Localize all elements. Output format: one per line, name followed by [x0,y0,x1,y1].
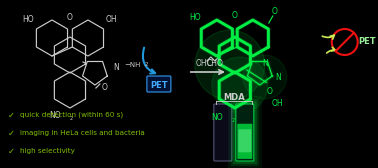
Text: ✓: ✓ [8,111,15,119]
Text: O: O [272,8,278,16]
Text: 2: 2 [70,116,73,120]
Text: PET: PET [358,37,375,47]
FancyBboxPatch shape [228,96,262,168]
Text: ✓: ✓ [8,129,15,137]
FancyBboxPatch shape [231,99,259,166]
Text: NO: NO [211,114,223,122]
FancyArrowPatch shape [327,47,335,53]
Text: O: O [232,10,238,19]
Text: OHC: OHC [196,58,213,68]
Text: 2: 2 [145,62,149,67]
Text: O: O [102,83,108,93]
Text: MDA: MDA [223,93,245,101]
FancyBboxPatch shape [147,76,171,92]
Text: CHO: CHO [207,58,224,68]
Text: ✓: ✓ [8,146,15,156]
Text: OH: OH [272,99,284,109]
Text: HO: HO [22,15,34,25]
Text: NO: NO [49,111,61,119]
Text: N: N [262,59,268,69]
Text: O: O [267,88,273,96]
FancyBboxPatch shape [214,104,232,161]
FancyArrowPatch shape [322,35,334,39]
Text: PET: PET [150,80,168,90]
Text: quick detection (within 60 s): quick detection (within 60 s) [20,112,123,118]
Text: O: O [67,12,73,22]
Text: N: N [113,64,119,73]
FancyBboxPatch shape [236,104,254,161]
Text: imaging in HeLa cells and bacteria: imaging in HeLa cells and bacteria [20,130,145,136]
Circle shape [195,30,265,100]
Text: HO: HO [189,13,201,23]
Circle shape [243,55,287,99]
Text: OH: OH [106,15,118,25]
FancyBboxPatch shape [233,101,257,164]
Text: −NH: −NH [125,62,141,68]
Text: N: N [275,73,280,81]
Text: 2: 2 [231,118,234,123]
FancyBboxPatch shape [238,129,251,152]
FancyBboxPatch shape [237,124,252,159]
FancyArrowPatch shape [143,48,155,74]
Circle shape [212,57,268,113]
Text: high selectivity: high selectivity [20,148,75,154]
